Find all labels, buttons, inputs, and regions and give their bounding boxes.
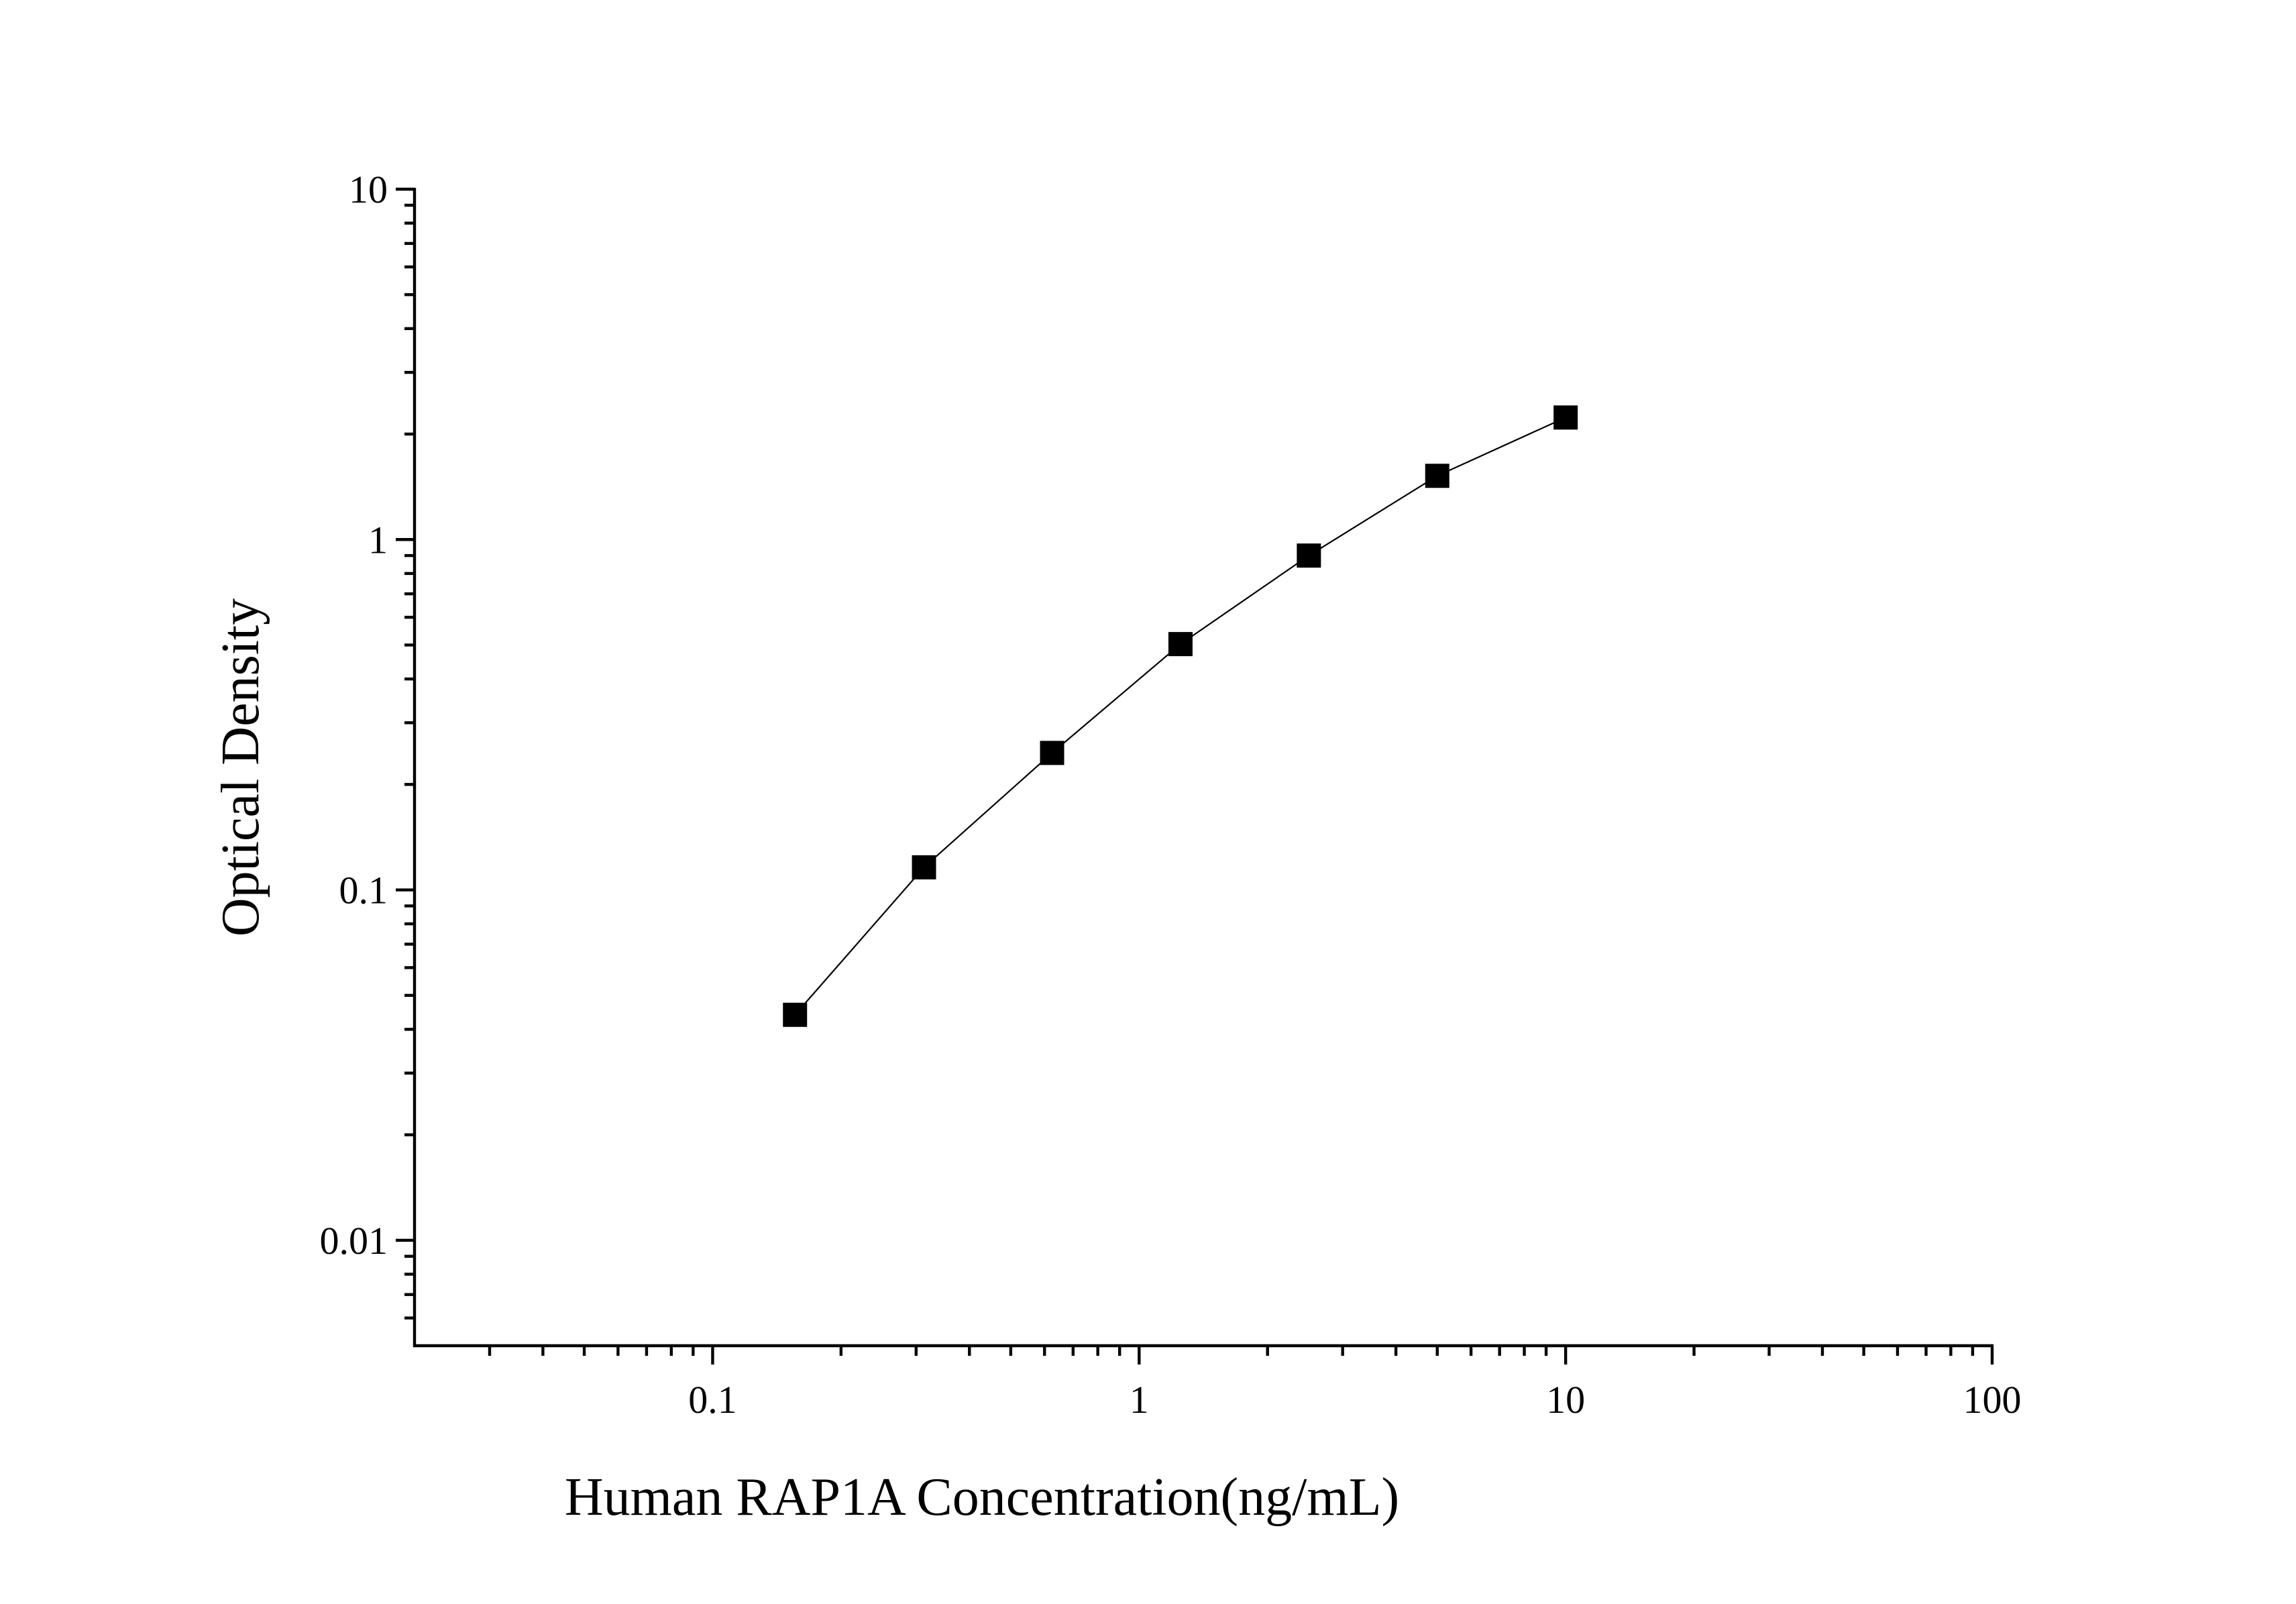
y-tick-label: 0.1 — [339, 869, 388, 912]
y-tick-label: 1 — [368, 518, 388, 562]
marker — [783, 1002, 808, 1027]
marker — [1553, 405, 1578, 430]
y-axis-title: Optical Density — [211, 598, 270, 937]
x-tick-label: 10 — [1546, 1378, 1585, 1422]
x-axis-title: Human RAP1A Concentration(ng/mL) — [565, 1468, 1399, 1527]
line — [794, 417, 1566, 1016]
marker — [1297, 543, 1321, 568]
marker — [912, 855, 936, 879]
x-tick-label: 1 — [1130, 1378, 1149, 1422]
marker — [1425, 464, 1450, 488]
x-tick-label: 0.1 — [688, 1378, 737, 1422]
y-tick-label: 10 — [349, 168, 388, 211]
x-tick-label: 100 — [1963, 1378, 2022, 1422]
marker — [1168, 632, 1193, 657]
marker — [1040, 741, 1064, 765]
y-tick-label: 0.01 — [320, 1219, 388, 1263]
